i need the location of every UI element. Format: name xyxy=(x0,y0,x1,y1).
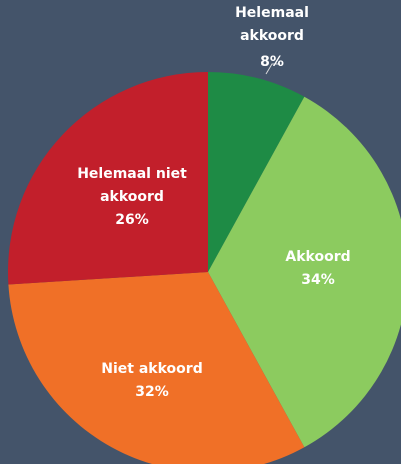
slice-value: 34% xyxy=(301,272,335,288)
pie-slice xyxy=(208,96,401,448)
data-label: Helemaal niet akkoord 26% xyxy=(62,163,202,232)
pie-slice xyxy=(8,272,305,464)
leader-line xyxy=(265,63,280,75)
data-label: Akkoord 34% xyxy=(273,246,363,292)
slice-name: Helemaal niet akkoord xyxy=(77,166,187,205)
pie-slice xyxy=(208,72,305,272)
slice-value: 26% xyxy=(115,212,149,228)
slice-value: 32% xyxy=(135,384,169,400)
data-label: Helemaal akkoord 8% xyxy=(227,2,317,74)
slice-name: Niet akkoord xyxy=(101,361,203,377)
data-label: Niet akkoord 32% xyxy=(82,358,222,404)
slice-name: Helemaal akkoord xyxy=(235,5,309,44)
pie-slice xyxy=(7,72,208,285)
slice-name: Akkoord xyxy=(285,249,351,265)
slice-value: 8% xyxy=(260,54,284,70)
